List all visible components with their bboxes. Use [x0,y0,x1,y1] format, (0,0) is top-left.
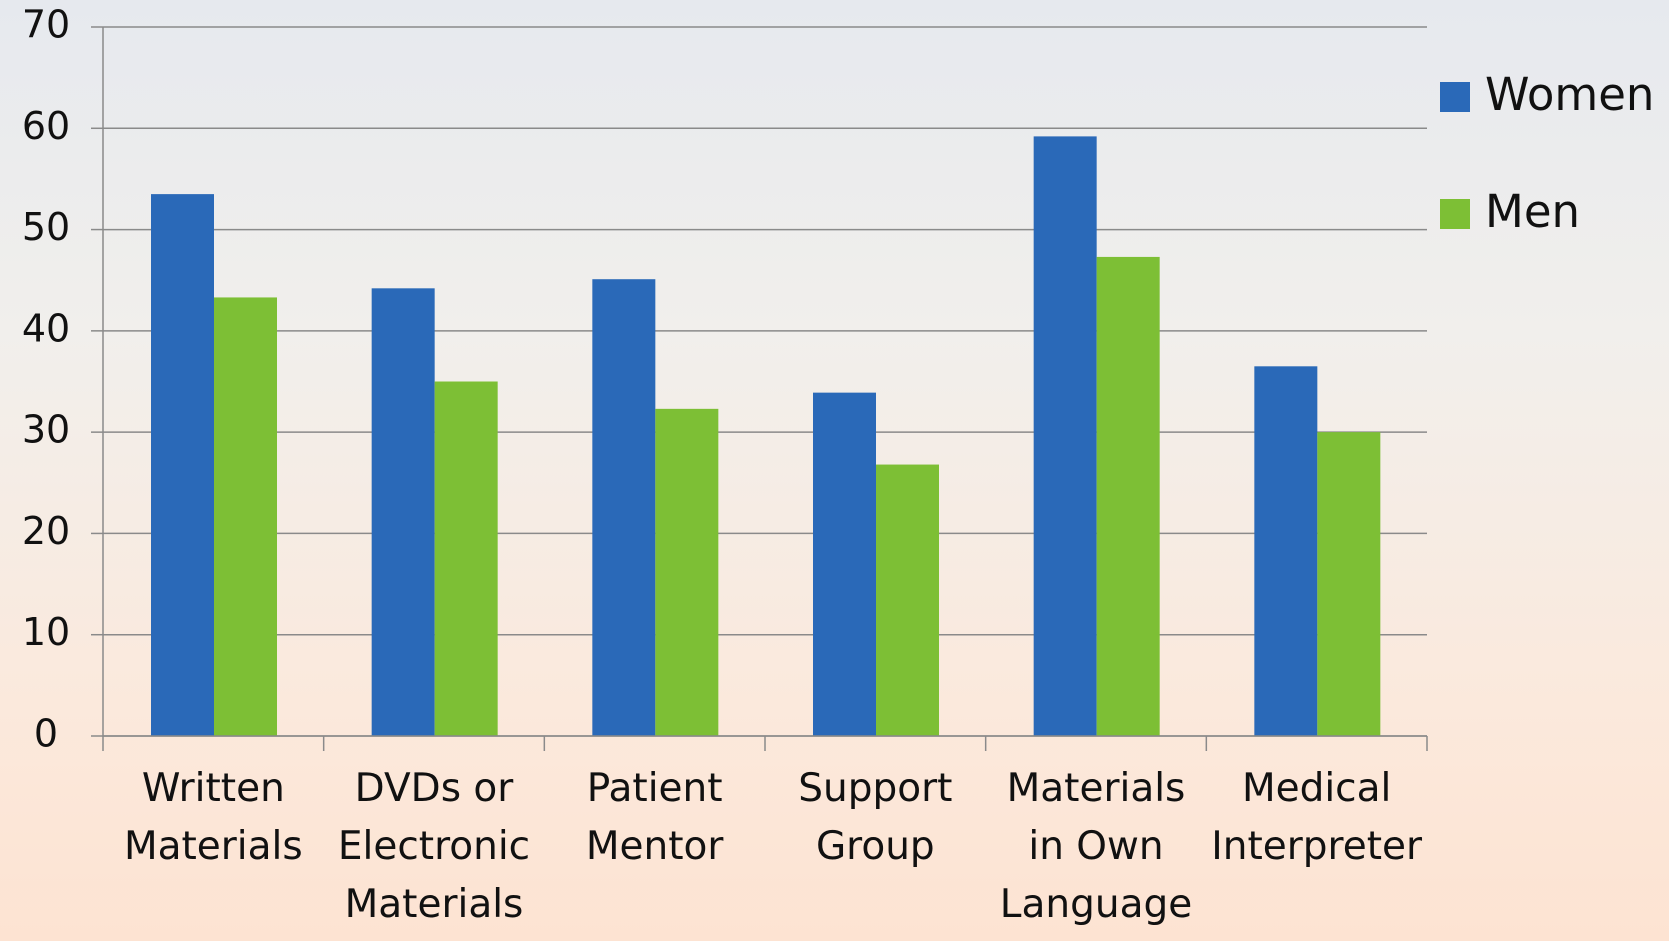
y-tick-label: 30 [22,408,70,452]
bar [214,297,277,736]
x-tick-label: Materials in Own Language [999,766,1193,927]
legend-label: Women [1485,68,1654,121]
x-tick-label: DVDs or Electronic Materials [337,766,531,927]
x-tick-label: Written Materials [123,766,303,869]
bar [1033,136,1097,737]
y-tick-label: 70 [22,3,70,47]
legend-label: Men [1485,185,1580,238]
bar [434,381,498,736]
y-tick-label: 20 [22,509,70,553]
x-tick-label: Medical Interpreter [1211,766,1423,869]
bar [876,464,939,736]
y-tick-label: 10 [22,610,70,654]
bar [1254,366,1318,736]
bar [655,408,719,736]
bar [1096,256,1160,736]
y-tick-label: 40 [22,306,70,350]
x-tick-label: Patient Mentor [585,766,724,869]
bar [151,194,214,736]
bar [813,392,876,736]
bar [371,288,435,736]
y-tick-label: 60 [22,104,70,148]
x-tick-label: Support Group [798,766,953,869]
legend-swatch [1440,199,1470,229]
bar [592,279,656,736]
bar [1317,432,1381,736]
legend-swatch [1440,82,1470,112]
y-tick-label: 50 [22,205,70,249]
y-tick-label: 0 [34,712,58,756]
